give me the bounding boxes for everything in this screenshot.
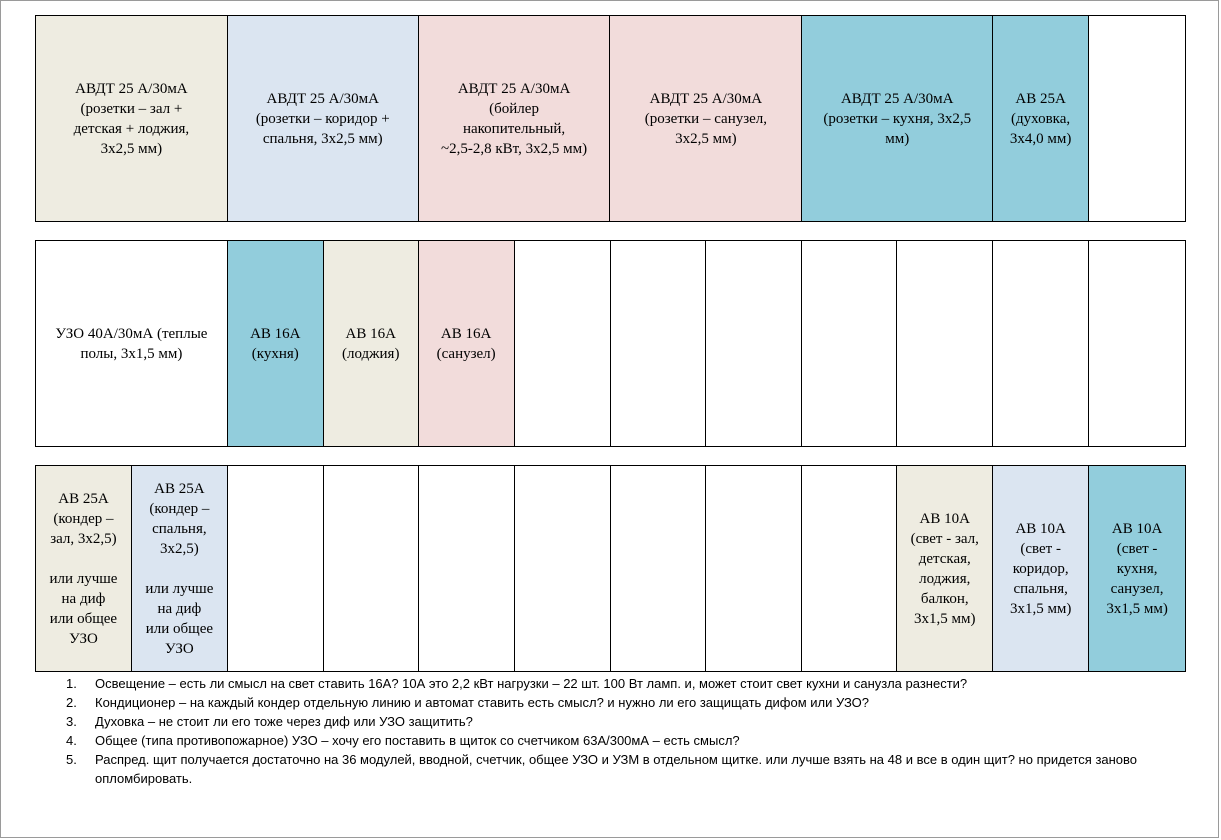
breaker-cell: АВ 16А (кухня) [227, 241, 324, 446]
breaker-label: АВ 25А (кондер – зал, 3х2,5) или лучше н… [49, 490, 118, 647]
empty-slot-cell [802, 241, 898, 446]
empty-slot-cell [706, 241, 803, 446]
breaker-cell: АВДТ 25 А/30мА (розетки – зал + детская … [36, 16, 228, 221]
question-number: 5. [66, 752, 77, 767]
empty-slot-cell [514, 466, 611, 671]
breaker-label: АВДТ 25 А/30мА (розетки – коридор + спал… [255, 90, 390, 147]
breaker-row-3: АВ 25А (кондер – зал, 3х2,5) или лучше н… [35, 465, 1186, 672]
question-item: 5. Распред. щит получается достаточно на … [66, 750, 1146, 788]
empty-slot-cell [1089, 16, 1185, 221]
breaker-cell: АВДТ 25 А/30мА (розетки – коридор + спал… [227, 16, 419, 221]
question-text: Кондиционер – на каждый кондер отдельную… [95, 695, 870, 710]
empty-slot-cell [514, 241, 611, 446]
question-text: Распред. щит получается достаточно на 36… [95, 752, 1138, 786]
breaker-label: АВДТ 25 А/30мА (розетки – кухня, 3х2,5 м… [823, 90, 972, 147]
breaker-label: АВ 16А (санузел) [436, 325, 496, 362]
breaker-row-2: УЗО 40А/30мА (теплые полы, 3х1,5 мм) АВ 1… [35, 240, 1186, 447]
breaker-label: АВДТ 25 А/30мА (розетки – санузел, 3х2,5… [644, 90, 768, 147]
empty-slot-cell [897, 241, 994, 446]
question-item: 3. Духовка – не стоит ли его тоже через д… [66, 712, 1146, 731]
empty-slot-cell [418, 466, 515, 671]
breaker-label: АВДТ 25 А/30мА (розетки – зал + детская … [73, 80, 190, 157]
empty-slot-cell [323, 466, 419, 671]
breaker-cell: АВ 16А (санузел) [418, 241, 515, 446]
question-number: 3. [66, 714, 77, 729]
breaker-cell: АВ 16А (лоджия) [323, 241, 419, 446]
breaker-cell: АВ 10А (свет - кухня, санузел, 3х1,5 мм) [1089, 466, 1186, 671]
question-text: Общее (типа противопожарное) УЗО – хочу … [95, 733, 740, 748]
breaker-cell: АВДТ 25 А/30мА (розетки – санузел, 3х2,5… [610, 16, 803, 221]
breaker-cell: АВ 10А (свет - коридор, спальня, 3х1,5 м… [993, 466, 1090, 671]
breaker-label: АВ 10А (свет - зал, детская, лоджия, бал… [910, 510, 979, 627]
breaker-label: АВ 25А (кондер – спальня, 3х2,5) или луч… [145, 480, 214, 657]
empty-slot-cell [993, 241, 1090, 446]
question-number: 4. [66, 733, 77, 748]
breaker-cell: АВ 25А (духовка, 3х4,0 мм) [993, 16, 1090, 221]
question-item: 4. Общее (типа противопожарное) УЗО – хоч… [66, 731, 1146, 750]
question-number: 2. [66, 695, 77, 710]
breaker-label: АВ 10А (свет - кухня, санузел, 3х1,5 мм) [1106, 520, 1168, 617]
breaker-label: АВДТ 25 А/30мА (бойлер накопительный, ~2… [441, 80, 588, 157]
empty-slot-cell [227, 466, 324, 671]
breaker-label: АВ 10А (свет - коридор, спальня, 3х1,5 м… [1009, 520, 1072, 617]
breaker-cell: АВ 10А (свет - зал, детская, лоджия, бал… [897, 466, 994, 671]
empty-slot-cell [706, 466, 803, 671]
question-text: Духовка – не стоит ли его тоже через диф… [95, 714, 473, 729]
breaker-label: АВ 25А (духовка, 3х4,0 мм) [1009, 90, 1072, 147]
empty-slot-cell [610, 241, 707, 446]
empty-slot-cell [802, 466, 898, 671]
breaker-cell: АВДТ 25 А/30мА (розетки – кухня, 3х2,5 м… [802, 16, 994, 221]
breaker-label: УЗО 40А/30мА (теплые полы, 3х1,5 мм) [55, 325, 208, 362]
question-number: 1. [66, 676, 77, 691]
question-item: 2. Кондиционер – на каждый кондер отдельн… [66, 693, 1146, 712]
empty-slot-cell [610, 466, 707, 671]
question-text: Освещение – есть ли смысл на свет ставит… [95, 676, 968, 691]
question-item: 1. Освещение – есть ли смысл на свет став… [66, 674, 1146, 693]
empty-slot-cell [1089, 241, 1186, 446]
breaker-row-1: АВДТ 25 А/30мА (розетки – зал + детская … [35, 15, 1186, 222]
breaker-cell: АВ 25А (кондер – спальня, 3х2,5) или луч… [131, 466, 228, 671]
breaker-label: АВ 16А (кухня) [250, 325, 301, 362]
breaker-cell: АВ 25А (кондер – зал, 3х2,5) или лучше н… [36, 466, 132, 671]
breaker-label: АВ 16А (лоджия) [341, 325, 400, 362]
breaker-cell: АВДТ 25 А/30мА (бойлер накопительный, ~2… [418, 16, 611, 221]
questions-list: 1. Освещение – есть ли смысл на свет став… [66, 674, 1146, 788]
breaker-cell: УЗО 40А/30мА (теплые полы, 3х1,5 мм) [36, 241, 228, 446]
